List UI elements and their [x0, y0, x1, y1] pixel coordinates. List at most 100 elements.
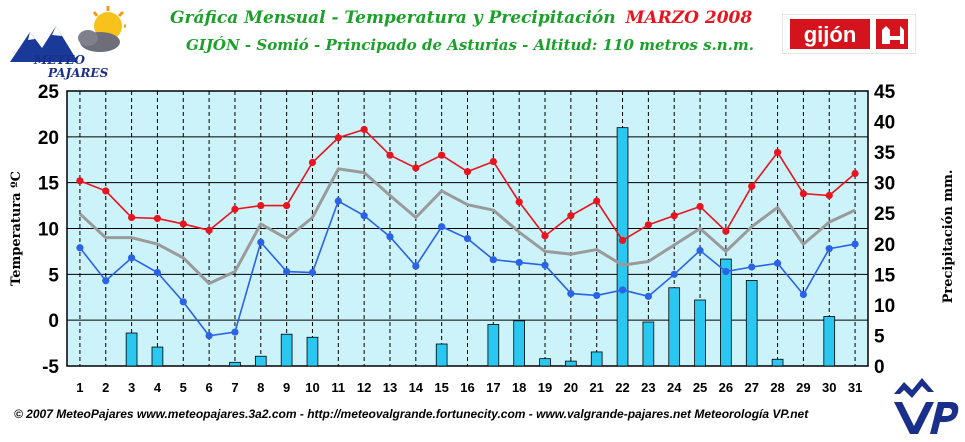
temperature-point — [153, 268, 162, 277]
temperature-point — [696, 202, 704, 211]
temperature-point — [308, 268, 317, 277]
temperature-point — [76, 177, 84, 185]
precip-bar — [668, 287, 681, 367]
x-tick-label: 3 — [128, 380, 135, 395]
gijon-logo: gijón — [781, 13, 917, 55]
temperature-point — [412, 262, 420, 270]
precip-bar — [590, 351, 603, 367]
temperature-point — [463, 234, 472, 243]
right-tick-label: 15 — [874, 265, 896, 286]
temperature-point — [799, 290, 808, 299]
temperature-point — [127, 213, 136, 222]
temperature-point — [334, 197, 342, 205]
temperature-point — [412, 164, 420, 172]
x-tick-label: 19 — [538, 380, 552, 395]
precip-bar — [539, 358, 551, 367]
temperature-point — [283, 201, 291, 210]
left-tick-label: -5 — [42, 357, 59, 378]
left-axis-ticks: -5 0 5 10 15 20 25 — [38, 82, 60, 378]
temperature-point — [102, 277, 110, 285]
x-tick-label: 9 — [283, 380, 290, 395]
right-tick-label: 10 — [874, 296, 895, 317]
temperature-point — [257, 238, 265, 246]
temperature-point — [541, 261, 549, 269]
x-tick-label: 25 — [693, 380, 707, 395]
precip-bar — [771, 358, 784, 367]
right-tick-label: 20 — [874, 235, 895, 256]
temperature-point — [618, 236, 627, 245]
precip-bar — [513, 320, 526, 367]
left-tick-label: 15 — [38, 174, 60, 195]
precip-bar — [229, 361, 241, 367]
x-tick-label: 8 — [257, 380, 264, 395]
title-text: Gráfica Mensual - Temperatura y Precipit… — [170, 8, 616, 28]
precip-bar — [565, 360, 577, 367]
precip-bar — [642, 321, 655, 367]
logo-line2: PAJARES — [47, 66, 109, 80]
y-axis-label-left: Temperatura ºC — [9, 171, 24, 286]
temperature-point — [644, 221, 652, 229]
x-tick-label: 24 — [667, 380, 682, 395]
temperature-point — [360, 212, 368, 220]
x-tick-label: 12 — [357, 380, 371, 395]
vp-logo — [890, 376, 960, 438]
left-tick-label: 10 — [38, 220, 59, 241]
x-tick-label: 14 — [409, 380, 424, 395]
temperature-point — [696, 246, 704, 255]
precip-bar — [694, 299, 706, 367]
x-tick-label: 4 — [154, 380, 162, 395]
precip-bars — [125, 127, 836, 367]
vp-logo-icon — [894, 378, 959, 434]
temperature-point — [179, 298, 187, 306]
footer-credits: © 2007 MeteoPajares www.meteopajares.3a2… — [14, 407, 809, 421]
precip-bar — [823, 316, 836, 367]
x-tick-label: 18 — [512, 380, 526, 395]
chart-subtitle: GIJÓN - Somió - Principado de Asturias -… — [186, 36, 754, 54]
temperature-point — [799, 190, 808, 198]
logo-line1: METEO — [33, 53, 86, 67]
x-tick-label: 28 — [770, 380, 784, 395]
x-tick-label: 15 — [434, 380, 448, 395]
x-tick-label: 30 — [822, 380, 836, 395]
temperature-point — [748, 263, 756, 271]
left-tick-label: 20 — [38, 128, 59, 149]
x-axis-ticks: 1 2 3 4 5 6 7 8 9 10 11 12 13 14 15 16 17 18 19 20 21 22 23 24 2… — [76, 380, 862, 395]
precip-bar — [151, 346, 164, 367]
right-tick-label: 40 — [874, 113, 895, 134]
x-tick-label: 21 — [589, 380, 603, 395]
left-tick-label: 0 — [48, 311, 59, 332]
temperature-point — [308, 158, 317, 167]
temperature-point — [748, 182, 756, 190]
cloud-icon — [78, 30, 120, 52]
temperature-point — [102, 187, 110, 195]
temperature-point — [541, 232, 549, 240]
y-axis-label-right: Precipitación mm. — [941, 170, 956, 304]
temperature-point — [515, 198, 523, 206]
title-month: MARZO 2008 — [625, 8, 753, 28]
temperature-point — [205, 332, 213, 340]
mountain-icon — [10, 26, 78, 62]
meteopajares-logo: METEO PAJARES — [8, 4, 128, 82]
temperature-point — [722, 267, 730, 276]
x-tick-label: 20 — [564, 380, 578, 395]
precip-bar — [745, 280, 758, 367]
x-tick-label: 11 — [331, 380, 345, 395]
precip-bar — [616, 127, 629, 367]
temperature-point — [153, 214, 162, 223]
x-tick-label: 10 — [305, 380, 319, 395]
x-tick-label: 29 — [796, 380, 810, 395]
precip-bar — [280, 333, 293, 367]
left-tick-label: 5 — [48, 265, 59, 286]
temperature-point — [179, 220, 187, 228]
precip-bar — [306, 336, 319, 367]
x-tick-label: 6 — [205, 380, 212, 395]
x-tick-label: 1 — [76, 380, 83, 395]
temperature-point — [670, 212, 678, 220]
x-tick-label: 17 — [486, 380, 500, 395]
right-tick-label: 5 — [874, 326, 885, 347]
right-tick-label: 30 — [874, 174, 895, 195]
x-tick-label: 7 — [231, 380, 238, 395]
temperature-point — [773, 259, 782, 267]
temperature-point — [825, 191, 833, 200]
